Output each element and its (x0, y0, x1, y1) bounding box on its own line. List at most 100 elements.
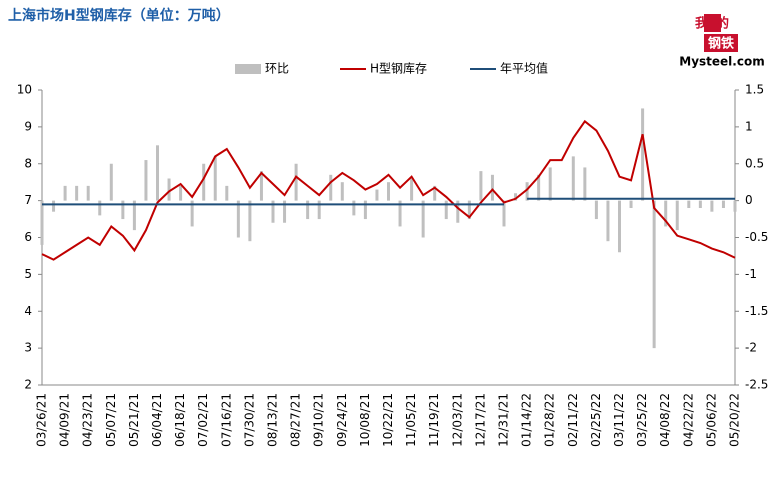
bar (456, 200, 460, 223)
legend-label: H型钢库存 (370, 61, 427, 76)
bar (63, 185, 67, 201)
x-tick-label: 12/03/21 (450, 393, 464, 447)
bar (86, 185, 90, 201)
x-tick-label: 03/25/22 (635, 393, 649, 447)
bar (121, 200, 125, 220)
logo-box (704, 34, 738, 52)
bar (583, 167, 587, 201)
y-tick-label: 5 (24, 267, 32, 281)
bar (202, 163, 206, 201)
logo-text: 钢铁 (708, 36, 734, 52)
bar (618, 200, 621, 253)
y-tick-label: 10 (17, 83, 32, 97)
bar (317, 200, 321, 220)
bar (479, 171, 483, 201)
bar (721, 200, 725, 208)
y2-tick-label: -2 (745, 341, 757, 355)
bar (467, 200, 471, 220)
bar (259, 171, 263, 201)
bar (109, 163, 113, 201)
bar (329, 174, 333, 201)
bar (271, 200, 275, 223)
bar (675, 200, 679, 231)
x-tick-label: 03/11/22 (612, 393, 626, 447)
bar (664, 200, 668, 227)
bar (687, 200, 691, 208)
y-tick-label: 2 (24, 378, 32, 392)
bar (652, 200, 656, 349)
bar (410, 178, 414, 201)
bar (594, 200, 598, 220)
bar (548, 167, 552, 201)
bar (433, 185, 437, 201)
x-tick-label: 04/08/22 (658, 393, 672, 447)
bar (444, 200, 448, 220)
bar (306, 200, 310, 220)
y-tick-label: 6 (24, 230, 32, 244)
bar (40, 200, 44, 245)
x-tick-label: 08/13/21 (266, 393, 280, 447)
bar (156, 145, 159, 201)
bar (537, 174, 541, 201)
x-tick-label: 01/14/22 (520, 393, 534, 447)
bar (283, 200, 287, 223)
y-tick-label: 8 (24, 156, 32, 170)
bar (571, 156, 575, 201)
y2-tick-label: 1 (745, 119, 753, 133)
bar (387, 182, 390, 201)
x-tick-label: 03/26/21 (35, 393, 49, 447)
bar (398, 200, 402, 227)
bar (514, 193, 518, 201)
bar (75, 185, 79, 201)
y-tick-label: 3 (24, 341, 32, 355)
line (41, 119, 736, 261)
bar (144, 160, 148, 201)
bar (213, 156, 217, 201)
bar (294, 163, 298, 201)
x-tick-label: 11/19/21 (427, 393, 441, 447)
bar (225, 185, 229, 201)
y-tick-label: 4 (24, 304, 32, 318)
bar (375, 189, 379, 201)
x-tick-label: 09/10/21 (312, 393, 326, 447)
y2-tick-label: -0.5 (745, 230, 768, 244)
bar (190, 200, 194, 227)
x-tick-label: 11/05/21 (404, 393, 418, 447)
bar (179, 185, 183, 201)
x-tick-label: 04/22/22 (681, 393, 695, 447)
legend-label: 年平均值 (500, 61, 548, 76)
y2-tick-label: -1.5 (745, 304, 768, 318)
bar (352, 200, 356, 216)
bar (641, 108, 645, 201)
x-tick-label: 07/30/21 (242, 393, 256, 447)
y2-tick-label: -1 (745, 267, 757, 281)
x-tick-label: 01/28/22 (543, 393, 557, 447)
x-tick-label: 06/04/21 (150, 393, 164, 447)
bar (710, 200, 714, 212)
x-tick-label: 05/21/21 (127, 393, 141, 447)
y2-tick-label: 0 (745, 193, 753, 207)
bar (98, 200, 102, 216)
x-tick-label: 09/24/21 (335, 393, 349, 447)
bar (167, 178, 171, 201)
y2-tick-label: -2.5 (745, 378, 768, 392)
bar (502, 200, 506, 227)
line (42, 197, 735, 206)
x-tick-label: 04/09/21 (58, 393, 72, 447)
logo-brand: Mysteel.com (679, 55, 764, 69)
x-tick-label: 05/06/22 (704, 393, 718, 447)
x-tick-label: 05/20/22 (728, 393, 742, 447)
y-tick-label: 9 (24, 119, 32, 133)
bar (490, 174, 494, 201)
x-tick-label: 02/11/22 (566, 393, 580, 447)
x-tick-label: 06/18/21 (173, 393, 187, 447)
x-tick-label: 08/27/21 (289, 393, 303, 447)
x-tick-label: 07/16/21 (219, 393, 233, 447)
y2-tick-label: 1.5 (745, 83, 764, 97)
x-tick-label: 12/17/21 (473, 393, 487, 447)
bar (525, 182, 529, 201)
bar (52, 200, 56, 212)
x-tick-label: 12/31/21 (497, 393, 511, 447)
x-tick-label: 04/23/21 (81, 393, 95, 447)
